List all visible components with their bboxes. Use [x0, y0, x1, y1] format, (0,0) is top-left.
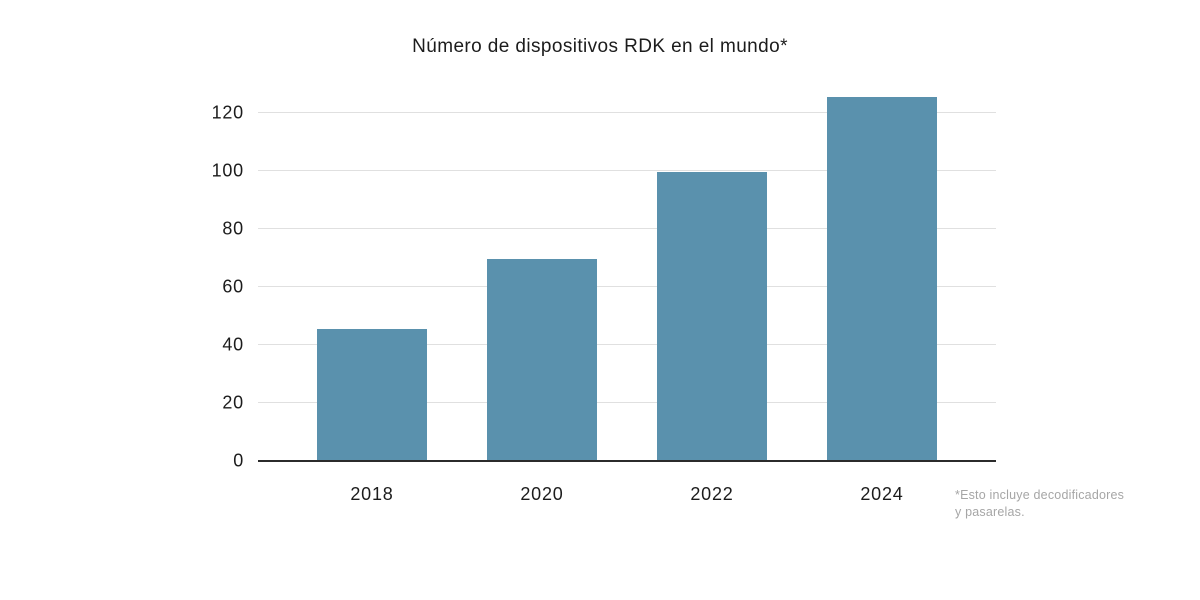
footnote-line-1: *Esto incluye decodificadores — [955, 488, 1125, 502]
x-axis-line — [258, 460, 996, 462]
footnote-line-2: y pasarelas. — [955, 504, 1025, 519]
bar-2018 — [317, 328, 427, 462]
gridline-60 — [258, 285, 996, 287]
gridline-20 — [258, 401, 996, 403]
y-tick-label-20: 20 — [222, 392, 244, 413]
footnote: *Esto incluye decodificadores y pasarela… — [955, 487, 1155, 521]
chart-title: Número de dispositivos RDK en el mundo* — [412, 36, 788, 57]
bar-2022 — [657, 172, 767, 462]
bar-2020 — [487, 259, 597, 462]
x-tick-label-2022: 2022 — [690, 484, 734, 504]
gridline-100 — [258, 169, 996, 171]
y-tick-label-120: 120 — [211, 102, 244, 123]
x-tick-label-2020: 2020 — [520, 484, 564, 504]
x-tick-label-2018: 2018 — [350, 484, 394, 504]
y-tick-label-80: 80 — [222, 218, 244, 239]
gridline-40 — [258, 343, 996, 345]
gridline-80 — [258, 227, 996, 229]
x-tick-label-2024: 2024 — [860, 484, 904, 504]
y-tick-label-60: 60 — [222, 276, 244, 297]
y-tick-label-100: 100 — [211, 160, 244, 181]
x-axis-tick-labels: 2018 2020 2022 2024 — [258, 484, 996, 508]
plot-area — [258, 91, 996, 462]
bar-2024 — [827, 96, 937, 462]
y-axis-tick-labels: 0 20 40 60 80 100 120 — [0, 91, 244, 471]
y-tick-label-0: 0 — [233, 450, 244, 471]
gridline-120 — [258, 111, 996, 113]
y-tick-label-40: 40 — [222, 334, 244, 355]
